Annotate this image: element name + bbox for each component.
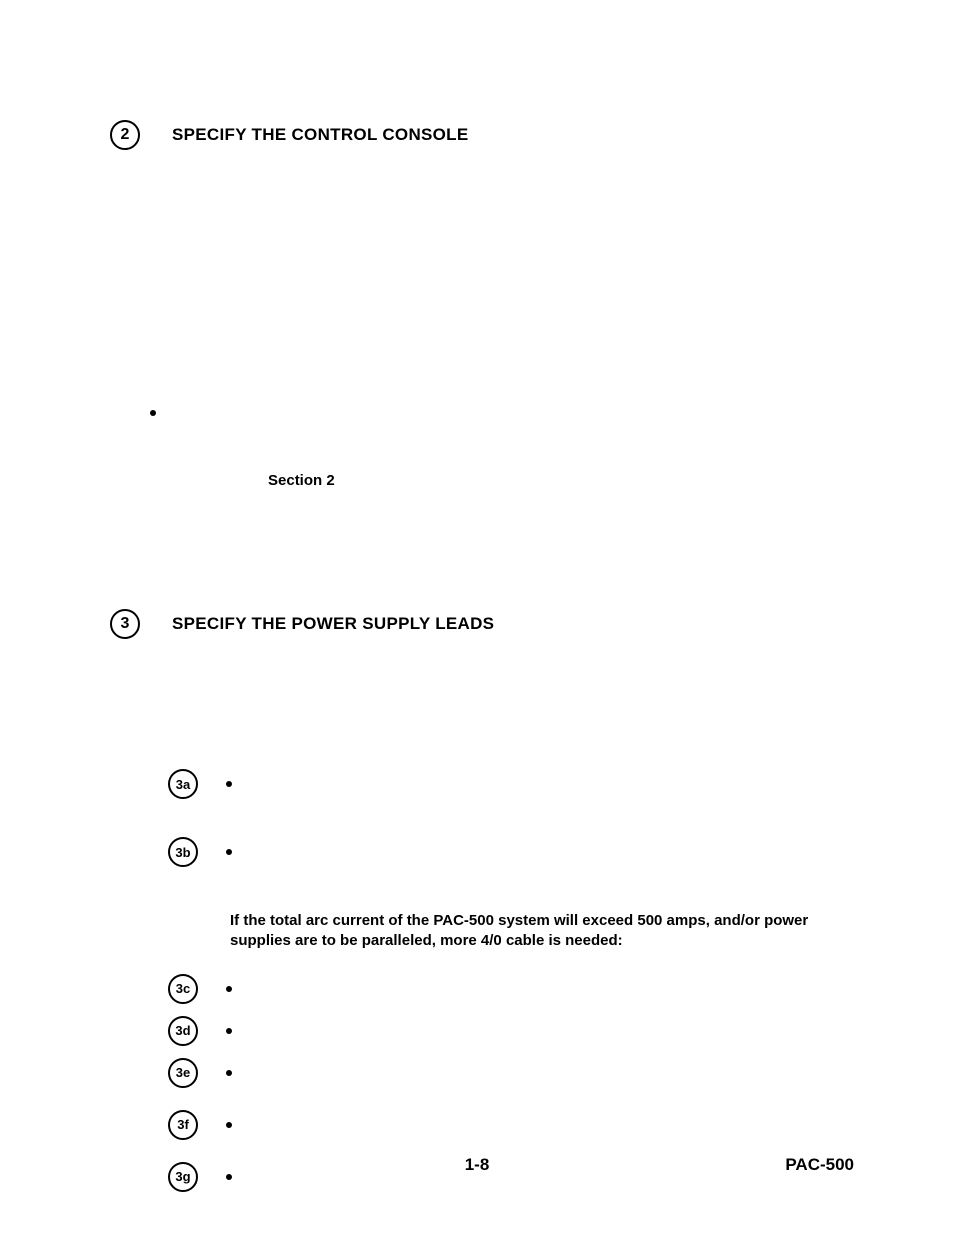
step-3-header: 3 SPECIFY THE POWER SUPPLY LEADS (110, 609, 854, 639)
bullet-icon (226, 849, 232, 855)
section-2-ref: Section 2 (268, 472, 854, 489)
bullet-icon (226, 1028, 232, 1034)
substep-3d: 3d (168, 1016, 854, 1046)
step-2-title: SPECIFY THE CONTROL CONSOLE (172, 125, 469, 145)
substep-3e-badge: 3e (168, 1058, 198, 1088)
substep-3b: 3b (168, 837, 854, 867)
substep-3a: 3a (168, 769, 854, 799)
step-3-note: If the total arc current of the PAC-500 … (230, 911, 854, 952)
bullet-icon (226, 781, 232, 787)
bullet-icon (226, 1070, 232, 1076)
bullet-icon (226, 1122, 232, 1128)
substep-3f-label: 3f (177, 1117, 189, 1132)
substep-3c-badge: 3c (168, 974, 198, 1004)
substep-3c-label: 3c (176, 981, 190, 996)
substep-3b-badge: 3b (168, 837, 198, 867)
model-number: PAC-500 (785, 1155, 854, 1175)
substep-3d-badge: 3d (168, 1016, 198, 1046)
step-2-badge: 2 (110, 120, 140, 150)
step-3-title: SPECIFY THE POWER SUPPLY LEADS (172, 614, 494, 634)
step-3-badge: 3 (110, 609, 140, 639)
substep-3e-label: 3e (176, 1065, 190, 1080)
step-3-number: 3 (121, 615, 130, 633)
substep-3c: 3c (168, 974, 854, 1004)
step-2-header: 2 SPECIFY THE CONTROL CONSOLE (110, 120, 854, 150)
substep-3f-badge: 3f (168, 1110, 198, 1140)
substep-3a-badge: 3a (168, 769, 198, 799)
page-number: 1-8 (465, 1155, 490, 1175)
page-footer: 1-8 PAC-500 (0, 1155, 954, 1175)
step-2-number: 2 (121, 126, 130, 144)
substep-3e: 3e (168, 1058, 854, 1088)
substep-3a-label: 3a (176, 777, 190, 792)
bullet-icon (226, 986, 232, 992)
substep-3d-label: 3d (175, 1023, 190, 1038)
page: 2 SPECIFY THE CONTROL CONSOLE Section 2 … (0, 0, 954, 1235)
bullet-icon (150, 410, 156, 416)
substep-3f: 3f (168, 1110, 854, 1140)
substep-3b-label: 3b (175, 845, 190, 860)
